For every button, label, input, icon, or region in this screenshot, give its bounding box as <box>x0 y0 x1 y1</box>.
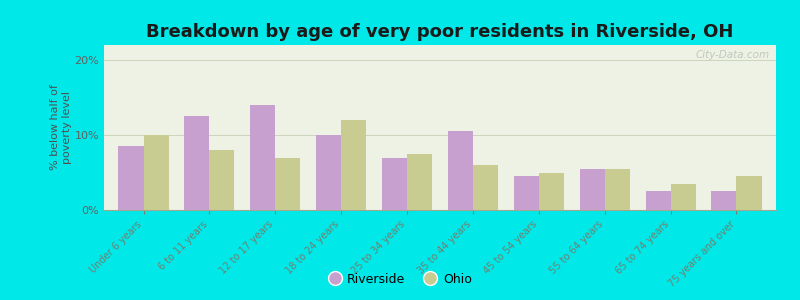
Bar <box>407 154 432 210</box>
Title: Breakdown by age of very poor residents in Riverside, OH: Breakdown by age of very poor residents … <box>146 23 734 41</box>
Bar <box>118 146 143 210</box>
Bar <box>711 191 737 210</box>
Bar <box>670 184 696 210</box>
Bar <box>210 150 234 210</box>
Bar <box>341 120 366 210</box>
Bar <box>737 176 762 210</box>
Text: City-Data.com: City-Data.com <box>695 50 770 60</box>
Bar <box>605 169 630 210</box>
Bar <box>473 165 498 210</box>
Bar <box>646 191 670 210</box>
Bar <box>514 176 539 210</box>
Bar <box>580 169 605 210</box>
Bar <box>250 105 275 210</box>
Bar <box>184 116 210 210</box>
Bar <box>539 172 564 210</box>
Bar <box>448 131 473 210</box>
Bar <box>316 135 341 210</box>
Y-axis label: % below half of
poverty level: % below half of poverty level <box>50 85 72 170</box>
Bar <box>275 158 300 210</box>
Bar <box>382 158 407 210</box>
Legend: Riverside, Ohio: Riverside, Ohio <box>323 268 477 291</box>
Bar <box>143 135 169 210</box>
